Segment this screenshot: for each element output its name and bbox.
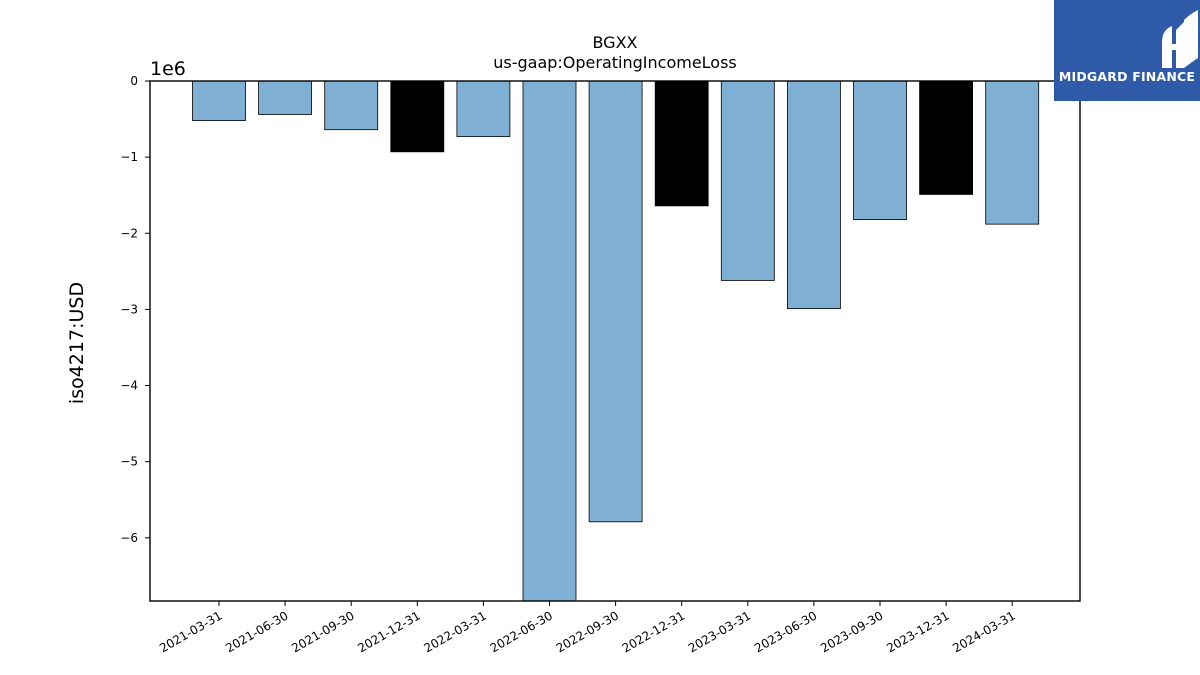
bar-2023-03-31 <box>720 80 775 281</box>
bar-2022-06-30 <box>522 80 577 602</box>
brand-logo: MIDGARD FINANCE <box>1054 0 1200 101</box>
bar-2023-09-30 <box>853 80 907 220</box>
y-tick-label: −6 <box>120 531 138 545</box>
logo-mark-icon <box>1162 10 1198 68</box>
y-tick-label: −2 <box>120 226 138 240</box>
bars-group <box>192 80 1040 602</box>
y-tick-label: 0 <box>130 74 138 88</box>
y-tick-label: −1 <box>120 150 138 164</box>
bar-2022-12-31 <box>654 80 709 207</box>
scale-label: 1e6 <box>150 58 186 80</box>
x-axis-ticks: 2021-03-312021-06-302021-09-302021-12-31… <box>157 601 1018 655</box>
x-tick-label: 2022-03-31 <box>421 608 488 655</box>
chart-subtitle: us-gaap:OperatingIncomeLoss <box>493 53 737 72</box>
x-tick-label: 2023-06-30 <box>752 608 819 655</box>
bar-2021-12-31 <box>390 80 445 153</box>
logo-text: MIDGARD FINANCE <box>1058 69 1196 84</box>
bar-2023-06-30 <box>787 80 841 310</box>
x-tick-label: 2023-03-31 <box>686 608 753 655</box>
x-tick-label: 2024-03-31 <box>950 608 1017 655</box>
plot-frame <box>149 80 1081 602</box>
y-tick-label: −5 <box>120 455 138 469</box>
x-tick-label: 2023-12-31 <box>884 608 951 655</box>
bar-2021-03-31 <box>192 80 246 121</box>
y-tick-label: −4 <box>120 379 138 393</box>
y-axis-label: iso4217:USD <box>66 282 88 404</box>
y-tick-label: −3 <box>120 302 138 316</box>
chart-title: BGXX <box>592 33 637 52</box>
x-tick-label: 2021-12-31 <box>355 608 422 655</box>
bar-2021-09-30 <box>324 80 379 131</box>
bar-2022-09-30 <box>588 80 643 523</box>
x-tick-label: 2021-09-30 <box>289 608 356 655</box>
bar-2021-06-30 <box>258 80 313 115</box>
y-axis-ticks: 0 −1 −2 −3 −4 −5 −6 <box>120 74 150 545</box>
x-tick-label: 2022-09-30 <box>554 608 621 655</box>
bar-2024-03-31 <box>985 80 1040 225</box>
bar-2023-12-31 <box>919 80 973 195</box>
x-tick-label: 2023-09-30 <box>818 608 885 655</box>
x-tick-label: 2021-03-31 <box>157 608 224 655</box>
x-tick-label: 2022-06-30 <box>488 608 555 655</box>
bar-2022-03-31 <box>456 80 511 137</box>
x-tick-label: 2021-06-30 <box>223 608 290 655</box>
x-tick-label: 2022-12-31 <box>620 608 687 655</box>
